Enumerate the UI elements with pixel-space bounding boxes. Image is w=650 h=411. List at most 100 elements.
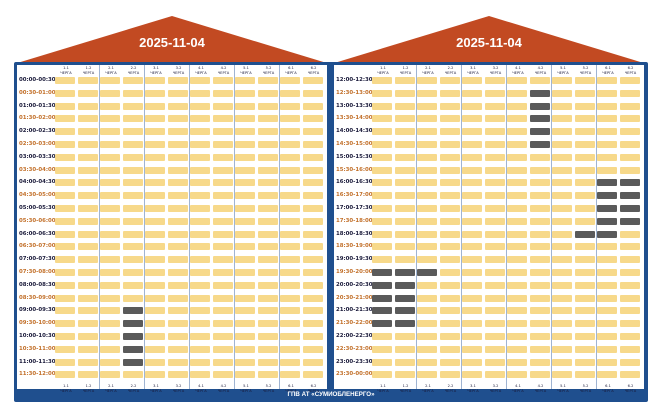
- power-on-cell: [77, 320, 98, 328]
- power-on-cell: [439, 192, 460, 200]
- power-on-cell: [552, 243, 572, 251]
- power-on-cell: [439, 217, 460, 225]
- power-on-cell: [100, 77, 120, 84]
- power-on-cell: [190, 179, 210, 187]
- outage-cell: [122, 358, 143, 366]
- power-on-cell: [190, 230, 210, 238]
- column-separator: [550, 65, 552, 389]
- group-word: ЧЕРГА: [150, 388, 162, 393]
- power-on-cell: [167, 141, 188, 148]
- power-on-cell: [302, 192, 323, 200]
- group-header-item: 2.2 ЧЕРГА: [440, 66, 462, 75]
- group-word: ЧЕРГА: [172, 70, 185, 75]
- power-on-cell: [257, 320, 278, 328]
- power-on-cell: [167, 153, 188, 161]
- power-on-cell: [167, 77, 188, 84]
- group-word: ЧЕРГА: [399, 70, 412, 75]
- time-slot-label: 09:30-10:00: [19, 320, 56, 327]
- power-on-cell: [212, 320, 233, 328]
- time-slot-row: 08:30-09:00: [17, 294, 327, 303]
- power-on-cell: [100, 205, 120, 212]
- group-header-item: 5.1 ЧЕРГА: [235, 384, 257, 393]
- outage-cell: [619, 192, 640, 200]
- power-on-cell: [257, 89, 278, 97]
- group-header-item: 3.1 ЧЕРГА: [145, 66, 167, 75]
- group-word: ЧЕРГА: [82, 388, 95, 393]
- power-on-cell: [372, 166, 392, 174]
- time-slot-row: 23:30-00:00: [334, 370, 644, 379]
- power-on-cell: [122, 179, 143, 187]
- power-on-cell: [100, 256, 120, 264]
- time-slot-label: 01:30-02:00: [19, 115, 56, 122]
- time-slot-label: 09:00-09:30: [19, 307, 56, 314]
- power-on-cell: [235, 281, 255, 289]
- power-on-cell: [552, 320, 572, 328]
- power-on-cell: [417, 371, 437, 379]
- group-header-item: 6.1 ЧЕРГА: [597, 66, 619, 75]
- power-on-cell: [484, 192, 505, 200]
- power-on-cell: [302, 256, 323, 264]
- power-on-cell: [77, 89, 98, 97]
- time-slot-label: 20:00-20:30: [336, 281, 373, 288]
- time-slot-row: 19:30-20:00: [334, 268, 644, 277]
- power-on-cell: [394, 217, 415, 225]
- group-header-item: 1.2 ЧЕРГА: [395, 66, 417, 75]
- power-on-cell: [552, 141, 572, 148]
- time-slot-label: 06:00-06:30: [19, 230, 56, 237]
- power-on-cell: [212, 153, 233, 161]
- power-on-cell: [257, 358, 278, 366]
- time-slot-label: 21:00-21:30: [336, 307, 373, 314]
- power-on-cell: [257, 141, 278, 148]
- power-on-cell: [372, 243, 392, 251]
- power-on-cell: [190, 166, 210, 174]
- power-on-cell: [122, 371, 143, 379]
- power-on-cell: [302, 179, 323, 187]
- group-word: ЧЕРГА: [127, 388, 140, 393]
- group-header-item: 3.1 ЧЕРГА: [462, 66, 484, 75]
- time-slot-label: 10:00-10:30: [19, 333, 56, 339]
- power-on-cell: [235, 294, 255, 302]
- power-on-cell: [372, 128, 392, 136]
- group-word: ЧЕРГА: [105, 70, 117, 75]
- power-on-cell: [235, 217, 255, 225]
- power-on-cell: [280, 320, 300, 328]
- power-on-cell: [462, 294, 482, 302]
- power-on-cell: [619, 345, 640, 353]
- power-on-cell: [55, 333, 75, 340]
- column-separator: [415, 65, 417, 389]
- time-slot-row: 22:00-22:30: [334, 332, 644, 341]
- power-on-cell: [145, 102, 165, 110]
- outage-cell: [372, 281, 392, 289]
- power-on-cell: [257, 77, 278, 84]
- time-slot-row: 11:30-12:00: [17, 370, 327, 379]
- power-on-cell: [100, 358, 120, 366]
- power-on-cell: [55, 128, 75, 136]
- power-on-cell: [145, 269, 165, 276]
- power-on-cell: [372, 333, 392, 340]
- date-title-right: 2025-11-04: [456, 35, 522, 50]
- power-on-cell: [302, 115, 323, 123]
- power-on-cell: [417, 320, 437, 328]
- time-slot-label: 00:00-00:30: [19, 77, 56, 83]
- power-on-cell: [77, 153, 98, 161]
- power-on-cell: [394, 102, 415, 110]
- power-on-cell: [235, 89, 255, 97]
- group-header-bottom: 1.1 ЧЕРГА 1.2 ЧЕРГА 2.1 ЧЕРГА 2.2 ЧЕРГА 3.1 ЧЕРГА…: [334, 384, 644, 394]
- group-number: 3.2: [175, 384, 182, 389]
- time-slot-row: 03:00-03:30: [17, 153, 327, 162]
- power-on-cell: [439, 166, 460, 174]
- power-on-cell: [484, 205, 505, 212]
- power-on-cell: [167, 128, 188, 136]
- power-on-cell: [484, 77, 505, 84]
- power-on-cell: [619, 371, 640, 379]
- power-on-cell: [257, 256, 278, 264]
- power-on-cell: [145, 256, 165, 264]
- power-on-cell: [462, 89, 482, 97]
- power-on-cell: [597, 371, 617, 379]
- power-on-cell: [619, 243, 640, 251]
- group-header-item: 4.1 ЧЕРГА: [507, 66, 529, 75]
- power-on-cell: [55, 153, 75, 161]
- power-on-cell: [439, 256, 460, 264]
- time-slot-row: 14:00-14:30: [334, 127, 644, 136]
- power-on-cell: [167, 115, 188, 123]
